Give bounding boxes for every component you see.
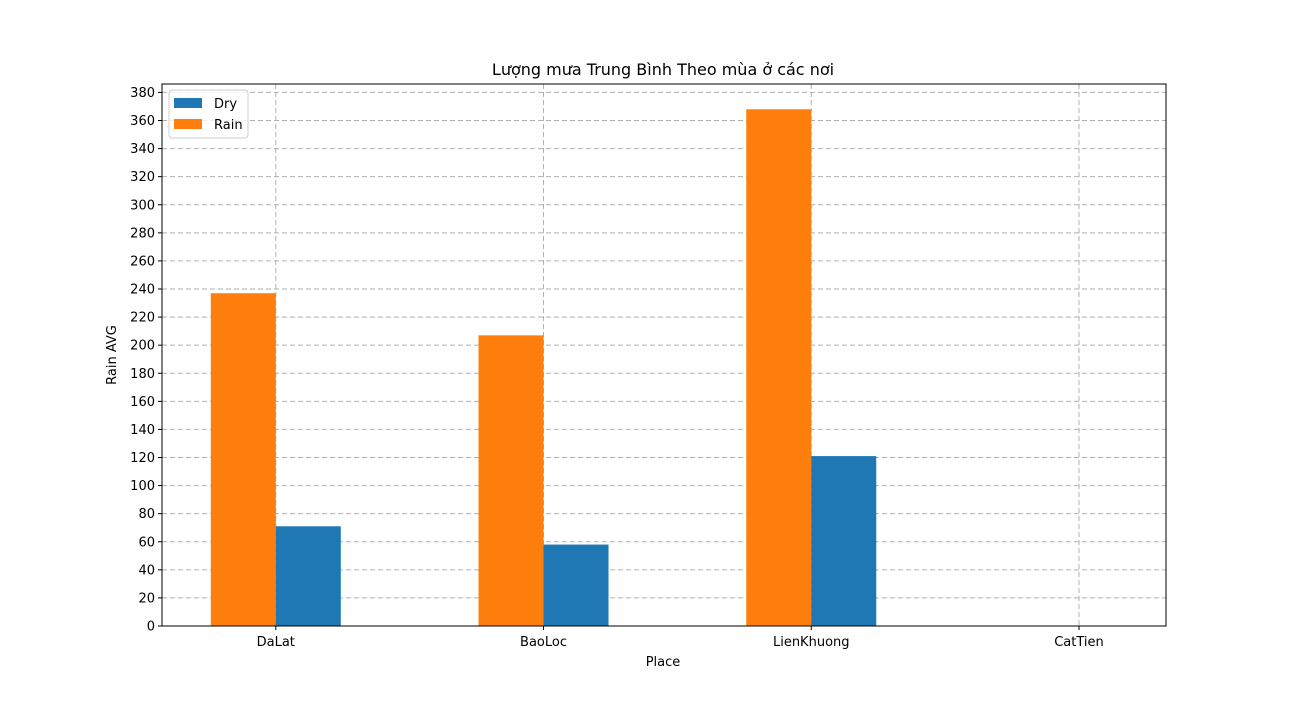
y-tick-label: 120	[130, 451, 155, 466]
x-tick-label: DaLat	[257, 635, 295, 650]
legend: Dry Rain	[168, 89, 249, 139]
y-tick-label: 360	[130, 114, 155, 129]
bar-dry-lienkhuong	[811, 456, 877, 626]
y-axis-label: Rain AVG	[105, 325, 120, 385]
chart-title: Lượng mưa Trung Bình Theo mùa ở các nơi	[492, 60, 834, 79]
y-tick-label: 20	[138, 591, 155, 606]
y-tick-label: 220	[130, 311, 155, 326]
x-tick-label: LienKhuong	[773, 635, 850, 650]
y-tick-label: 380	[130, 86, 155, 101]
bar-dry-baoloc	[543, 544, 609, 626]
y-tick-label: 60	[138, 535, 155, 550]
bars	[210, 109, 877, 627]
y-axis-ticks: 0 20 40 60 80 100 120 140 160 180 200 220 240 260 280 3…	[130, 86, 162, 635]
bar-rain-baoloc	[478, 335, 544, 626]
bar-rain-lienkhuong	[746, 109, 812, 627]
y-tick-label: 340	[130, 142, 155, 157]
grid-lines	[162, 84, 1166, 627]
x-tick-label: BaoLoc	[520, 635, 567, 650]
y-tick-label: 280	[130, 226, 155, 241]
y-tick-label: 320	[130, 170, 155, 185]
x-tick-label: CatTien	[1054, 635, 1104, 650]
y-tick-label: 80	[138, 507, 155, 522]
y-tick-label: 40	[138, 563, 155, 578]
y-tick-label: 100	[130, 479, 155, 494]
x-axis-label: Place	[646, 655, 681, 670]
bar-rain-dalat	[210, 293, 276, 626]
legend-label-dry: Dry	[214, 97, 237, 112]
x-axis-ticks: DaLat BaoLoc LienKhuong CatTien	[257, 626, 1104, 650]
plot-frame	[161, 83, 1167, 627]
bar-dry-dalat	[275, 526, 341, 626]
y-tick-label: 0	[147, 620, 155, 635]
y-tick-label: 300	[130, 198, 155, 213]
y-tick-label: 200	[130, 339, 155, 354]
legend-label-rain: Rain	[214, 118, 243, 133]
legend-swatch-dry	[174, 98, 202, 108]
y-tick-label: 160	[130, 395, 155, 410]
y-tick-label: 180	[130, 367, 155, 382]
y-tick-label: 240	[130, 283, 155, 298]
y-tick-label: 140	[130, 423, 155, 438]
legend-swatch-rain	[174, 119, 202, 129]
y-tick-label: 260	[130, 254, 155, 269]
